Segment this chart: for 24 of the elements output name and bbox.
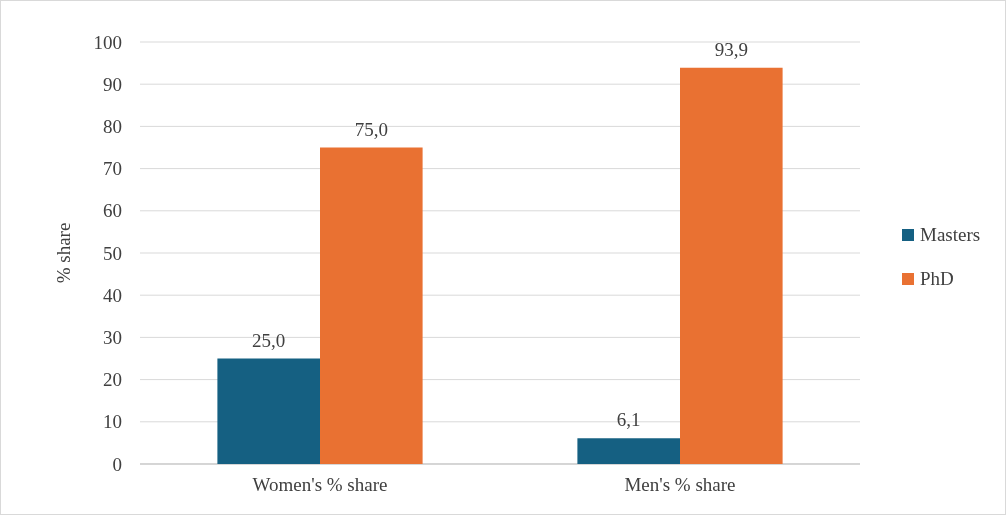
x-tick-label: Men's % share bbox=[624, 474, 736, 496]
y-tick-label: 90 bbox=[103, 73, 122, 95]
data-label: 75,0 bbox=[354, 118, 388, 140]
bar bbox=[577, 438, 680, 464]
data-label: 6,1 bbox=[616, 409, 641, 431]
x-tick-label: Women's % share bbox=[252, 474, 388, 496]
y-axis-title: % share bbox=[53, 222, 74, 284]
y-tick-label: 20 bbox=[103, 369, 122, 391]
bar bbox=[320, 147, 423, 464]
y-tick-label: 30 bbox=[103, 326, 122, 348]
y-tick-label: 10 bbox=[103, 411, 122, 433]
legend-label: Masters bbox=[920, 224, 981, 245]
bar bbox=[680, 67, 783, 464]
y-tick-label: 100 bbox=[93, 31, 122, 53]
legend-label: PhD bbox=[920, 268, 954, 289]
y-tick-label: 80 bbox=[103, 115, 122, 137]
y-tick-label: 60 bbox=[103, 200, 122, 222]
y-tick-label: 50 bbox=[103, 242, 122, 264]
bar bbox=[217, 358, 320, 464]
y-tick-label: 70 bbox=[103, 158, 122, 180]
y-tick-label: 0 bbox=[112, 453, 122, 475]
data-label: 93,9 bbox=[714, 38, 748, 60]
y-tick-label: 40 bbox=[103, 284, 122, 306]
data-label: 25,0 bbox=[252, 329, 286, 351]
